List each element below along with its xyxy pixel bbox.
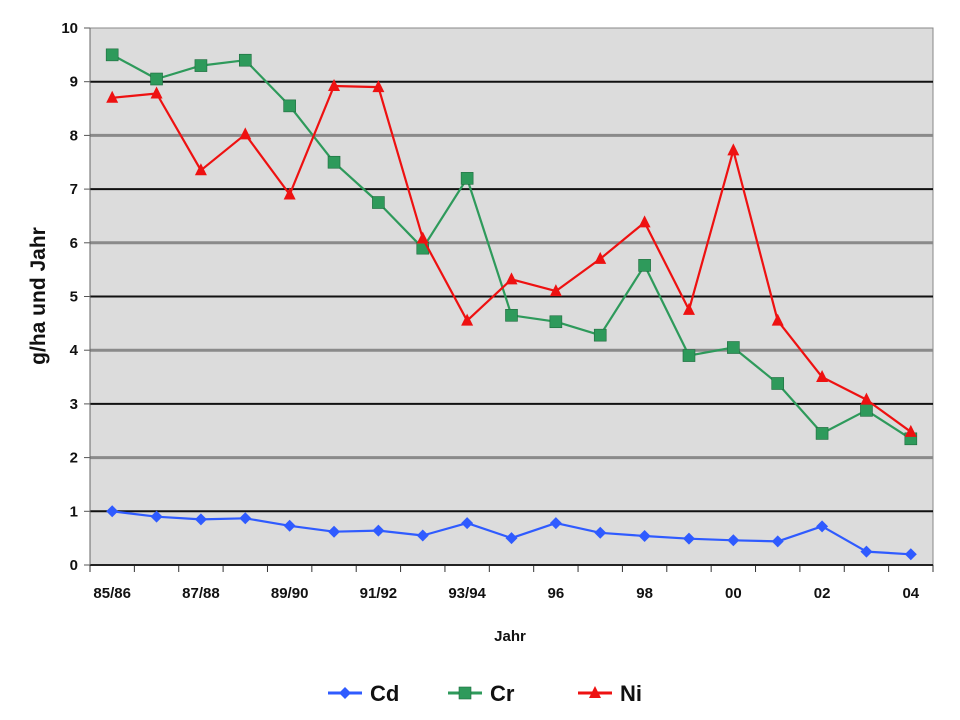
- data-point-ni: [771, 313, 784, 326]
- y-tick-labels: 0 1 2 3 4 5 6 7 8 9 10: [61, 20, 78, 574]
- data-point-ni: [328, 78, 341, 91]
- data-point-cr: [105, 48, 119, 62]
- data-point-cr: [238, 53, 252, 67]
- data-point-ni: [549, 284, 562, 297]
- data-point-ni: [594, 251, 607, 264]
- y-tick-label: 8: [70, 127, 78, 144]
- y-tick-label: 3: [70, 396, 78, 413]
- y-tick-label: 9: [70, 74, 78, 91]
- data-point-ni: [416, 231, 429, 244]
- x-tick-label: 93/94: [448, 585, 486, 602]
- data-point-ni: [461, 313, 474, 326]
- data-point-cd: [106, 505, 119, 518]
- y-tick-label: 6: [70, 235, 78, 252]
- legend-label-cr: Cr: [490, 681, 515, 706]
- data-point-ni: [638, 215, 651, 228]
- legend-marker-cr: [458, 686, 472, 700]
- data-point-cd: [372, 524, 385, 537]
- data-point-cd: [682, 532, 695, 545]
- y-tick-label: 0: [70, 557, 78, 574]
- data-point-cd: [283, 519, 296, 532]
- data-point-cr: [815, 427, 829, 440]
- data-point-cr: [638, 259, 651, 272]
- series-cd: [106, 505, 917, 561]
- y-tick-label: 7: [70, 181, 78, 198]
- x-tick-label: 85/86: [93, 585, 131, 602]
- gridlines: [84, 27, 934, 572]
- legend-item-ni: Ni: [578, 681, 642, 706]
- data-point-cr: [505, 308, 518, 322]
- data-point-cr: [150, 72, 163, 86]
- y-tick-label: 4: [70, 342, 79, 359]
- data-point-cr: [771, 377, 785, 390]
- x-tick-label: 91/92: [360, 585, 398, 602]
- x-tick-label: 96: [548, 585, 565, 602]
- data-point-ni: [194, 163, 207, 176]
- data-point-ni: [106, 90, 119, 103]
- data-point-ni: [860, 392, 873, 405]
- data-point-cr: [549, 315, 563, 329]
- y-axis-title: g/ha und Jahr: [27, 227, 50, 365]
- data-point-cd: [727, 534, 740, 547]
- x-tick-label: 87/88: [182, 585, 220, 602]
- data-point-cr: [593, 328, 607, 342]
- y-tick-label: 2: [70, 450, 78, 467]
- data-point-cd: [816, 520, 829, 533]
- data-point-cr: [327, 155, 341, 169]
- data-point-cr: [283, 99, 296, 113]
- y-tick-label: 5: [70, 289, 78, 306]
- data-point-cd: [771, 535, 784, 548]
- data-point-cd: [904, 548, 917, 561]
- y-tick-label: 10: [61, 20, 78, 37]
- data-point-cd: [328, 525, 341, 538]
- data-point-ni: [727, 143, 740, 156]
- legend-item-cr: Cr: [448, 681, 515, 706]
- data-point-ni: [372, 80, 385, 93]
- legend-marker-ni: [589, 686, 601, 698]
- data-point-cd: [416, 529, 429, 542]
- data-point-cd: [549, 517, 562, 530]
- data-point-cr: [682, 349, 696, 362]
- legend-label-cd: Cd: [370, 681, 399, 706]
- data-point-cd: [860, 545, 873, 558]
- data-point-ni: [150, 86, 163, 99]
- x-tick-labels: 85/86 87/88 89/90 91/92 93/94 96 98 00 02 04: [93, 585, 919, 602]
- data-point-ni: [505, 272, 518, 285]
- x-tick-label: 89/90: [271, 585, 309, 602]
- data-point-ni: [283, 187, 296, 200]
- x-tick-label: 04: [902, 585, 919, 602]
- data-point-cd: [194, 513, 207, 526]
- data-point-cr: [460, 172, 474, 185]
- data-point-ni: [904, 424, 917, 437]
- legend: Cd Cr Ni: [328, 681, 642, 706]
- data-point-ni: [682, 302, 695, 315]
- x-tick-label: 00: [725, 585, 742, 602]
- data-point-cd: [594, 526, 607, 539]
- data-point-ni: [816, 370, 829, 383]
- data-point-cd: [505, 532, 518, 545]
- x-axis-title: Jahr: [494, 628, 526, 645]
- legend-label-ni: Ni: [620, 681, 642, 706]
- legend-item-cd: Cd: [328, 681, 399, 706]
- series-ni: [106, 78, 917, 437]
- x-tick-label: 98: [636, 585, 653, 602]
- series-cr: [105, 48, 918, 446]
- data-point-cd: [150, 510, 163, 523]
- data-point-cd: [638, 530, 651, 543]
- data-point-cd: [239, 512, 252, 525]
- y-tick-label: 1: [70, 503, 78, 520]
- data-point-cr: [727, 341, 740, 354]
- x-tick-label: 02: [814, 585, 831, 602]
- data-point-cr: [372, 196, 385, 209]
- data-point-ni: [239, 127, 252, 140]
- series-layer: [105, 48, 918, 561]
- data-point-cr: [194, 59, 208, 72]
- data-point-cr: [860, 404, 873, 417]
- data-point-cd: [461, 517, 474, 530]
- legend-marker-cd: [339, 687, 351, 699]
